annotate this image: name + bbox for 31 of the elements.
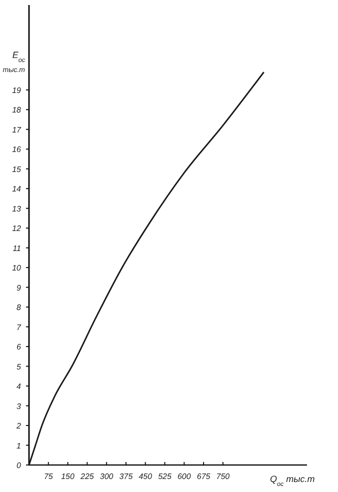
y-tick-label: 6 bbox=[16, 342, 22, 352]
y-tick-label: 14 bbox=[12, 184, 22, 194]
y-tick-label: 5 bbox=[16, 362, 22, 372]
y-tick-label: 18 bbox=[12, 106, 22, 115]
x-tick-label: 525 bbox=[158, 472, 172, 481]
y-tick-label: 0 bbox=[16, 461, 22, 470]
x-axis-title: Q$_{ос}$ тыс.т bbox=[270, 474, 316, 488]
x-tick-label: 750 bbox=[216, 472, 230, 481]
y-tick-label: 12 bbox=[12, 224, 22, 234]
y-tick-label: 7 bbox=[16, 322, 22, 332]
y-tick-label: 3 bbox=[16, 402, 22, 411]
y-tick-label: 16 bbox=[12, 145, 22, 154]
y-tick-label: 13 bbox=[12, 204, 22, 214]
x-tick-label: 600 bbox=[177, 472, 192, 481]
y-tick-label: 15 bbox=[12, 164, 22, 174]
y-tick-label: 4 bbox=[16, 382, 22, 392]
x-tick-label: 225 bbox=[80, 472, 94, 481]
y-tick-label: 8 bbox=[16, 303, 22, 312]
y-tick-label: 2 bbox=[16, 422, 22, 431]
y-tick-label: 19 bbox=[12, 86, 22, 95]
x-tick-label: 450 bbox=[138, 472, 153, 481]
y-tick-label: 17 bbox=[12, 125, 22, 134]
y-tick-label: 1 bbox=[16, 441, 21, 450]
x-tick-label: 150 bbox=[61, 472, 76, 481]
x-tick-label: 675 bbox=[196, 472, 211, 481]
y-tick-label: 10 bbox=[12, 264, 22, 273]
x-tick-label: 300 bbox=[100, 472, 114, 481]
x-tick-label: 375 bbox=[119, 472, 134, 481]
x-tick-label: 75 bbox=[44, 472, 54, 481]
y-tick-label: 9 bbox=[16, 283, 22, 292]
y-tick-label: 11 bbox=[12, 244, 21, 253]
